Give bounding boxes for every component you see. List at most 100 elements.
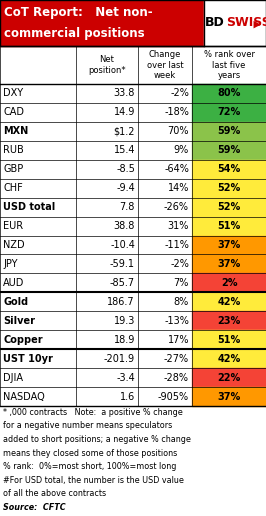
Bar: [0, 122, 266, 141]
Text: % rank over
last five
years: % rank over last five years: [203, 50, 255, 80]
Text: -8.5: -8.5: [116, 164, 135, 174]
Bar: [192, 254, 266, 273]
Text: DJIA: DJIA: [3, 373, 23, 382]
Text: 42%: 42%: [217, 297, 241, 307]
Text: of all the above contracts: of all the above contracts: [3, 489, 106, 498]
Bar: [192, 160, 266, 179]
Text: 51%: 51%: [217, 221, 241, 231]
Text: 9%: 9%: [174, 146, 189, 155]
Bar: [192, 217, 266, 235]
Text: AUD: AUD: [3, 278, 24, 288]
Text: * ,000 contracts   Note:  a positive % change: * ,000 contracts Note: a positive % chan…: [3, 408, 183, 417]
Bar: [192, 349, 266, 368]
Bar: [0, 349, 266, 368]
Bar: [0, 273, 266, 293]
Text: 31%: 31%: [168, 221, 189, 231]
Text: 37%: 37%: [217, 259, 241, 269]
Text: UST 10yr: UST 10yr: [3, 353, 53, 364]
Text: 38.8: 38.8: [114, 221, 135, 231]
Text: Copper: Copper: [3, 335, 43, 345]
Bar: [192, 141, 266, 160]
Text: JPY: JPY: [3, 259, 18, 269]
Text: NZD: NZD: [3, 240, 25, 250]
Text: ◀: ◀: [253, 18, 261, 28]
Text: 1.6: 1.6: [120, 392, 135, 401]
Text: 52%: 52%: [217, 202, 241, 212]
Text: % rank:  0%=most short, 100%=most long: % rank: 0%=most short, 100%=most long: [3, 462, 176, 471]
Text: Silver: Silver: [3, 316, 35, 326]
Text: means they closed some of those positions: means they closed some of those position…: [3, 448, 177, 458]
Bar: [0, 103, 266, 122]
Bar: [0, 254, 266, 273]
Text: Change
over last
week: Change over last week: [147, 50, 183, 80]
Text: -18%: -18%: [164, 107, 189, 118]
Text: -11%: -11%: [164, 240, 189, 250]
Text: Source:  CFTC: Source: CFTC: [3, 503, 66, 511]
Text: -28%: -28%: [164, 373, 189, 382]
Text: 80%: 80%: [217, 88, 241, 99]
Text: 72%: 72%: [217, 107, 241, 118]
Text: 14%: 14%: [168, 183, 189, 193]
Bar: [192, 273, 266, 293]
Text: -905%: -905%: [158, 392, 189, 401]
Text: -26%: -26%: [164, 202, 189, 212]
Bar: [192, 235, 266, 254]
Bar: [0, 235, 266, 254]
Text: 51%: 51%: [217, 335, 241, 345]
Bar: [0, 387, 266, 406]
Bar: [192, 330, 266, 349]
Text: CoT Report:   Net non-: CoT Report: Net non-: [4, 6, 153, 19]
Text: SWISS: SWISS: [226, 17, 266, 29]
Text: 33.8: 33.8: [114, 88, 135, 99]
Text: BD: BD: [205, 17, 225, 29]
Text: 14.9: 14.9: [114, 107, 135, 118]
Bar: [192, 103, 266, 122]
Text: 8%: 8%: [174, 297, 189, 307]
Text: DXY: DXY: [3, 88, 23, 99]
Text: 70%: 70%: [168, 126, 189, 136]
Text: 186.7: 186.7: [107, 297, 135, 307]
Bar: [0, 198, 266, 217]
Text: NASDAQ: NASDAQ: [3, 392, 45, 401]
Bar: [192, 387, 266, 406]
Text: 22%: 22%: [217, 373, 241, 382]
Bar: [0, 293, 266, 311]
Text: CHF: CHF: [3, 183, 23, 193]
Text: USD total: USD total: [3, 202, 55, 212]
Text: -2%: -2%: [170, 88, 189, 99]
Text: -9.4: -9.4: [116, 183, 135, 193]
Text: MXN: MXN: [3, 126, 28, 136]
Text: CAD: CAD: [3, 107, 24, 118]
Text: 7.8: 7.8: [120, 202, 135, 212]
Bar: [192, 198, 266, 217]
Bar: [0, 179, 266, 198]
Text: EUR: EUR: [3, 221, 23, 231]
Text: -27%: -27%: [164, 353, 189, 364]
Text: Net
position*: Net position*: [88, 55, 126, 75]
Text: 19.3: 19.3: [114, 316, 135, 326]
Bar: [192, 368, 266, 387]
Text: -13%: -13%: [164, 316, 189, 326]
Text: commercial positions: commercial positions: [4, 27, 145, 40]
Text: 42%: 42%: [217, 353, 241, 364]
Bar: [192, 122, 266, 141]
Text: 15.4: 15.4: [114, 146, 135, 155]
Text: Gold: Gold: [3, 297, 28, 307]
Bar: [0, 311, 266, 330]
Bar: [0, 84, 266, 103]
Bar: [0, 0, 204, 46]
Text: -64%: -64%: [164, 164, 189, 174]
Bar: [192, 179, 266, 198]
Text: RUB: RUB: [3, 146, 24, 155]
Bar: [0, 160, 266, 179]
Text: 59%: 59%: [217, 126, 241, 136]
Text: 37%: 37%: [217, 392, 241, 401]
Text: GBP: GBP: [3, 164, 23, 174]
Text: 54%: 54%: [217, 164, 241, 174]
Bar: [0, 368, 266, 387]
Text: 52%: 52%: [217, 183, 241, 193]
Bar: [0, 46, 266, 84]
Text: -10.4: -10.4: [110, 240, 135, 250]
Text: 2%: 2%: [221, 278, 237, 288]
Text: for a negative number means speculators: for a negative number means speculators: [3, 422, 172, 430]
